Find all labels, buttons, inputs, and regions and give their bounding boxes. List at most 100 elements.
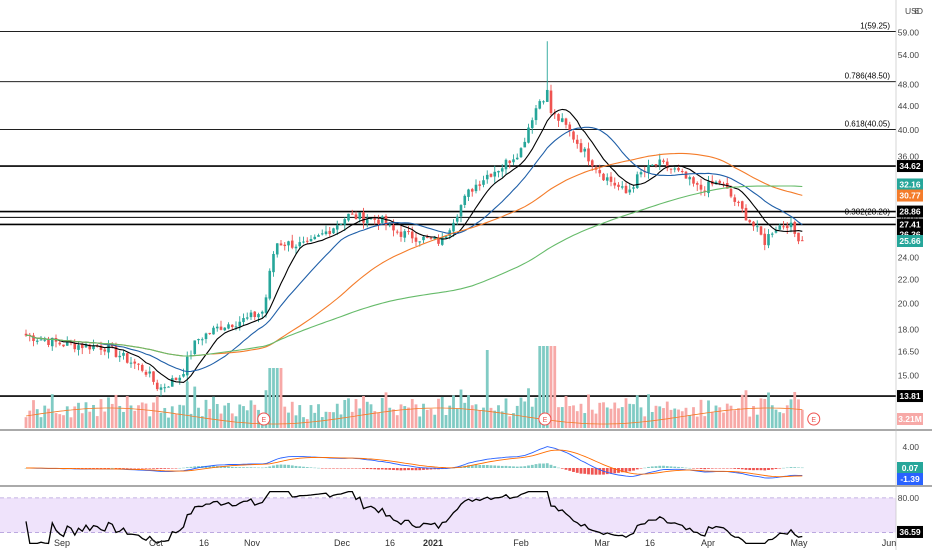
macd-histogram-bar (388, 468, 392, 470)
candle-body (425, 236, 429, 238)
volume-bar (759, 398, 763, 428)
volume-bar (43, 405, 47, 428)
macd-histogram-bar (744, 468, 748, 470)
volume-bar (80, 413, 84, 428)
earnings-label: E (811, 417, 816, 424)
macd-histogram-bar (103, 468, 107, 469)
candle-body (99, 345, 103, 350)
earnings-icon (538, 412, 552, 426)
macd-histogram-bar (283, 464, 287, 468)
volume-bar (703, 416, 707, 428)
price-tick: 20.00 (898, 298, 920, 308)
volume-bar (317, 404, 320, 428)
macd-histogram-bar (302, 466, 305, 468)
volume-bar (763, 398, 767, 428)
candle-body (279, 243, 283, 246)
candle-body (313, 236, 317, 240)
candle-body (137, 363, 140, 365)
volume-bar (444, 415, 448, 428)
volume-bar (384, 392, 388, 428)
volume-bar (800, 409, 804, 428)
price-label-box (897, 234, 923, 247)
volume-bar (463, 402, 467, 428)
volume-bar (163, 407, 167, 428)
macd-histogram-bar (317, 467, 320, 469)
price-label-text: 32.16 (899, 179, 921, 189)
candle-body (200, 339, 204, 341)
macd-histogram-bar (583, 468, 587, 474)
volume-bar (422, 403, 425, 428)
macd-histogram-bar (710, 468, 714, 469)
volume-bar (587, 394, 590, 428)
candle-body (399, 231, 403, 237)
volume-bar (32, 400, 35, 428)
macd-histogram-bar (84, 468, 88, 469)
candle-body (272, 253, 275, 273)
volume-bar (538, 346, 542, 428)
price-label-box (897, 462, 923, 474)
volume-bar (298, 405, 302, 428)
macd-histogram-bar (549, 464, 553, 468)
price-label-box (897, 218, 923, 231)
macd-histogram-bar (684, 467, 688, 469)
volume-bar (782, 413, 785, 428)
volume-bar (718, 407, 722, 428)
candle-body (737, 201, 740, 203)
candle-body (95, 345, 99, 347)
candle-body (103, 349, 107, 352)
volume-bar (365, 401, 369, 428)
macd-histogram-bar (680, 467, 684, 468)
macd-histogram-bar (692, 468, 695, 469)
macd-histogram-bar (418, 468, 422, 471)
macd-histogram-bar (545, 463, 549, 468)
candle-body (362, 212, 365, 223)
volume-bar (688, 414, 692, 428)
candle-body (714, 181, 718, 185)
candle-body (568, 124, 572, 131)
macd-histogram-bar (152, 468, 155, 469)
candle-body (733, 197, 737, 202)
volume-bar (680, 411, 684, 428)
candle-body (684, 171, 688, 179)
macd-histogram-bar (410, 468, 414, 471)
price-label-text: 34.62 (899, 161, 921, 171)
macd-histogram-bar (197, 466, 200, 468)
candle-body (264, 297, 268, 313)
candle-body (365, 219, 369, 224)
candle-body (793, 222, 797, 234)
candle-body (602, 173, 605, 181)
volume-bar (658, 406, 662, 428)
volume-bar (624, 398, 628, 428)
candle-body (388, 224, 392, 226)
volume-bar (107, 397, 110, 428)
macd-histogram-bar (774, 468, 778, 469)
macd-histogram-bar (358, 468, 362, 469)
macd-histogram-bar (703, 468, 707, 470)
volume-bar (452, 395, 455, 428)
price-label-text: 26.36 (899, 229, 921, 239)
candle-body (459, 205, 463, 217)
candle-body (234, 326, 238, 328)
volume-bar (65, 406, 69, 428)
volume-bar (744, 390, 748, 428)
macd-histogram-bar (740, 468, 744, 470)
candle-body (73, 343, 77, 350)
macd-histogram-bar (380, 468, 384, 470)
candle-body (722, 183, 725, 185)
volume-bar (95, 416, 99, 428)
candle-body (148, 371, 152, 374)
candle-body (114, 346, 118, 357)
fib-label: 0.618(40.05) (845, 120, 891, 129)
time-tick: Mar (594, 538, 610, 548)
volume-bar (347, 398, 350, 428)
volume-bar (47, 408, 50, 428)
price-label-box (897, 178, 923, 191)
macd-histogram-bar (148, 468, 152, 469)
candle-body (350, 213, 354, 215)
volume-bar (545, 346, 549, 428)
macd-histogram-bar (392, 468, 395, 471)
candle-body (403, 231, 407, 238)
volume-bar (722, 412, 725, 428)
